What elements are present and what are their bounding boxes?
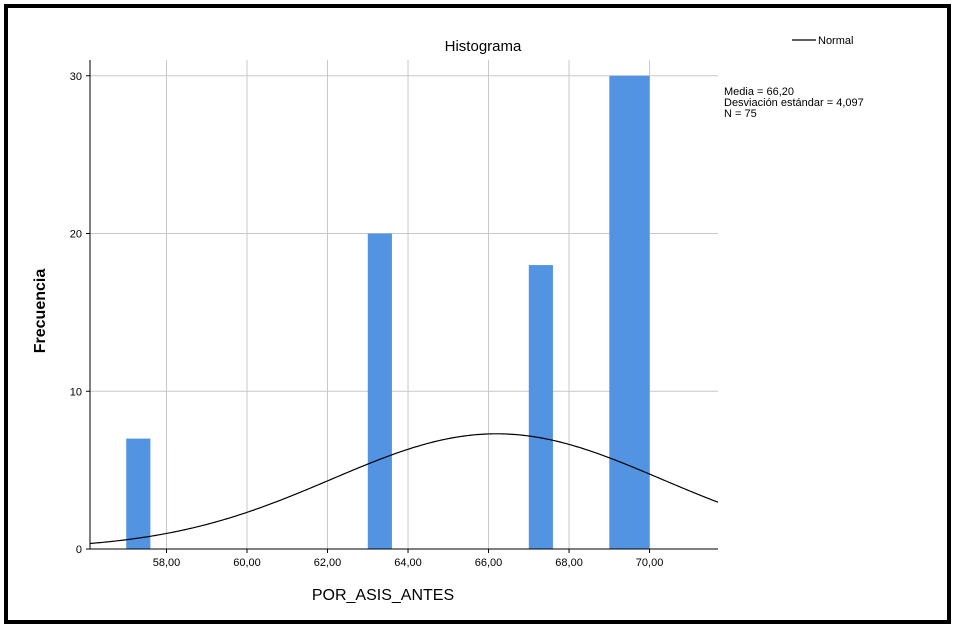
histogram-bar (367, 233, 392, 550)
histogram-chart: 58,00 60,00 62,00 64,00 66,00 68,00 70,00 0 10 20… (32, 35, 864, 604)
x-axis-title: POR_ASIS_ANTES (312, 587, 454, 604)
stats-box: Media = 66,20 Desviación estándar = 4,09… (724, 86, 864, 120)
x-tick-label: 64,00 (394, 557, 422, 569)
chart-frame: 58,00 60,00 62,00 64,00 66,00 68,00 70,00 0 10 20… (4, 4, 951, 624)
histogram-bar (528, 265, 553, 549)
stat-std-dev: Desviación estándar = 4,097 (724, 97, 864, 109)
y-tick-label: 0 (76, 544, 82, 556)
y-tick-label: 10 (70, 386, 82, 398)
legend: Normal (792, 35, 853, 47)
x-tick-label: 70,00 (636, 557, 664, 569)
stat-mean: Media = 66,20 (724, 86, 794, 98)
legend-label-normal: Normal (818, 35, 853, 47)
x-tick-label: 58,00 (153, 557, 181, 569)
stat-n: N = 75 (724, 108, 757, 120)
chart-title: Histograma (445, 38, 522, 55)
histogram-bar (609, 75, 650, 549)
histogram-bar (126, 438, 151, 549)
normal-curve (89, 433, 719, 545)
x-tick-label: 62,00 (314, 557, 342, 569)
x-tick-label: 60,00 (233, 557, 261, 569)
x-tick-label: 66,00 (475, 557, 503, 569)
x-tick-label: 68,00 (555, 557, 583, 569)
y-tick-label: 30 (70, 71, 82, 83)
y-tick-label: 20 (70, 229, 82, 241)
y-axis-title: Frecuencia (32, 269, 49, 354)
